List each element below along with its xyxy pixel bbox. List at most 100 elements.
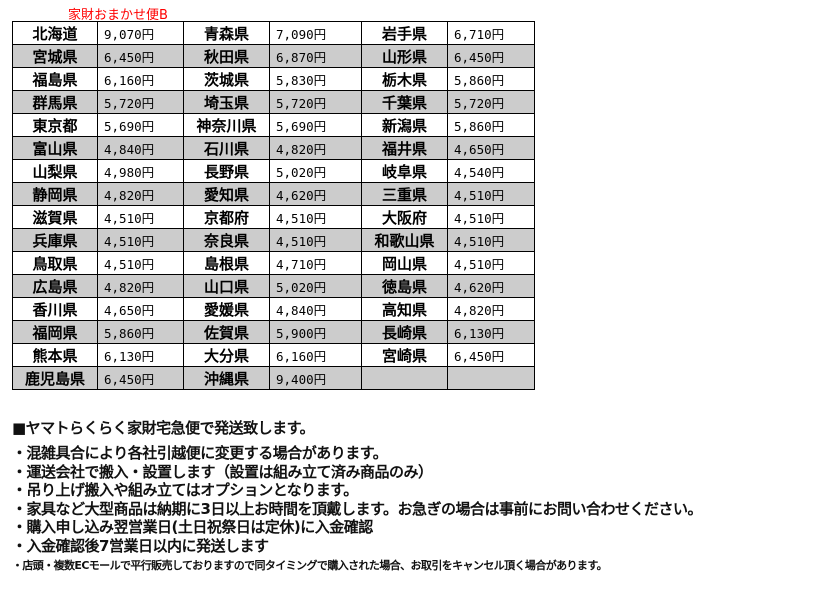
bullet-item: ・運送会社で搬入・設置します（設置は組み立て済み商品のみ）: [12, 462, 433, 481]
price-cell: 4,510円: [447, 251, 535, 275]
prefecture-cell: 埼玉県: [183, 90, 270, 114]
price-cell: 4,510円: [269, 205, 362, 229]
price-cell: 6,450円: [97, 44, 184, 68]
price-cell: 4,710円: [269, 251, 362, 275]
price-cell: 4,510円: [97, 251, 184, 275]
price-cell: 4,510円: [447, 228, 535, 252]
price-cell: 4,510円: [97, 228, 184, 252]
prefecture-cell: 長野県: [183, 159, 270, 183]
price-cell: 6,710円: [447, 21, 535, 45]
price-cell: 4,820円: [447, 297, 535, 321]
table-row: 静岡県 4,820円 愛知県 4,620円 三重県 4,510円: [12, 182, 535, 206]
table-row: 宮城県 6,450円 秋田県 6,870円 山形県 6,450円: [12, 44, 535, 68]
prefecture-cell: 広島県: [12, 274, 98, 298]
prefecture-cell: 和歌山県: [361, 228, 448, 252]
table-row: 群馬県 5,720円 埼玉県 5,720円 千葉県 5,720円: [12, 90, 535, 114]
price-cell: 9,400円: [269, 366, 362, 390]
price-cell: 6,130円: [447, 320, 535, 344]
table-row: 富山県 4,840円 石川県 4,820円 福井県 4,650円: [12, 136, 535, 160]
prefecture-cell: 千葉県: [361, 90, 448, 114]
price-cell: 4,510円: [97, 205, 184, 229]
table-row: 東京都 5,690円 神奈川県 5,690円 新潟県 5,860円: [12, 113, 535, 137]
table-row: 広島県 4,820円 山口県 5,020円 徳島県 4,620円: [12, 274, 535, 298]
table-row: 熊本県 6,130円 大分県 6,160円 宮崎県 6,450円: [12, 343, 535, 367]
prefecture-cell: 石川県: [183, 136, 270, 160]
prefecture-cell: [361, 366, 448, 390]
price-cell: 5,720円: [447, 90, 535, 114]
price-cell: 9,070円: [97, 21, 184, 45]
price-cell: 4,620円: [269, 182, 362, 206]
table-row: 滋賀県 4,510円 京都府 4,510円 大阪府 4,510円: [12, 205, 535, 229]
prefecture-cell: 富山県: [12, 136, 98, 160]
prefecture-cell: 佐賀県: [183, 320, 270, 344]
price-cell: 5,690円: [269, 113, 362, 137]
bullet-item: ・入金確認後7営業日以内に発送します: [12, 537, 269, 555]
prefecture-cell: 島根県: [183, 251, 270, 275]
prefecture-cell: 鳥取県: [12, 251, 98, 275]
price-cell: 5,020円: [269, 274, 362, 298]
prefecture-cell: 静岡県: [12, 182, 98, 206]
prefecture-cell: 秋田県: [183, 44, 270, 68]
price-cell: 4,510円: [269, 228, 362, 252]
price-cell: 5,900円: [269, 320, 362, 344]
prefecture-cell: 岐阜県: [361, 159, 448, 183]
prefecture-cell: 群馬県: [12, 90, 98, 114]
table-row: 兵庫県 4,510円 奈良県 4,510円 和歌山県 4,510円: [12, 228, 535, 252]
bullet-item: ・購入申し込み翌営業日(土日祝祭日は定休)に入金確認: [12, 518, 373, 537]
bullet-item: ・吊り上げ搬入や組み立てはオプションとなります。: [12, 481, 358, 500]
table-caption: 家財おまかせ便B: [68, 8, 168, 23]
price-cell: 6,160円: [97, 67, 184, 91]
price-cell: 5,830円: [269, 67, 362, 91]
price-cell: 4,820円: [97, 182, 184, 206]
price-cell: 4,650円: [97, 297, 184, 321]
prefecture-cell: 奈良県: [183, 228, 270, 252]
table-row: 福岡県 5,860円 佐賀県 5,900円 長崎県 6,130円: [12, 320, 535, 344]
prefecture-cell: 滋賀県: [12, 205, 98, 229]
prefecture-cell: 福島県: [12, 67, 98, 91]
table-row: 鹿児島県 6,450円 沖縄県 9,400円: [12, 366, 535, 390]
price-cell: 4,620円: [447, 274, 535, 298]
price-cell: 5,720円: [97, 90, 184, 114]
price-cell: 5,860円: [97, 320, 184, 344]
prefecture-cell: 山口県: [183, 274, 270, 298]
price-cell: 4,510円: [447, 182, 535, 206]
price-cell: 4,540円: [447, 159, 535, 183]
bullet-item: ・家具など大型商品は納期に3日以上お時間を頂戴します。お急ぎの場合は事前にお問い…: [12, 499, 702, 518]
bullet-item: ・混雑具合により各社引越便に変更する場合があります。: [12, 444, 388, 462]
price-cell: 6,160円: [269, 343, 362, 367]
prefecture-cell: 愛知県: [183, 182, 270, 206]
price-cell: 4,980円: [97, 159, 184, 183]
prefecture-cell: 茨城県: [183, 67, 270, 91]
shipping-heading: ■ヤマトらくらく家財宅急便で発送致します。: [12, 419, 315, 437]
price-cell: 4,820円: [97, 274, 184, 298]
prefecture-cell: 山形県: [361, 44, 448, 68]
prefecture-cell: 三重県: [361, 182, 448, 206]
prefecture-cell: 鹿児島県: [12, 366, 98, 390]
prefecture-cell: 北海道: [12, 21, 98, 45]
prefecture-cell: 宮城県: [12, 44, 98, 68]
prefecture-cell: 山梨県: [12, 159, 98, 183]
prefecture-cell: 大阪府: [361, 205, 448, 229]
price-cell: 6,450円: [447, 343, 535, 367]
prefecture-cell: 宮崎県: [361, 343, 448, 367]
prefecture-cell: 岡山県: [361, 251, 448, 275]
prefecture-cell: 兵庫県: [12, 228, 98, 252]
price-cell: 6,450円: [97, 366, 184, 390]
prefecture-cell: 香川県: [12, 297, 98, 321]
prefecture-cell: 大分県: [183, 343, 270, 367]
prefecture-cell: 長崎県: [361, 320, 448, 344]
prefecture-cell: 愛媛県: [183, 297, 270, 321]
price-cell: 6,870円: [269, 44, 362, 68]
shipping-rate-table: 北海道 9,070円 青森県 7,090円 岩手県 6,710円 宮城県 6,450円 秋田県 6…: [12, 21, 535, 390]
footnote: ・店頭・複数ECモールで平行販売しておりますので同タイミングで購入された場合、お…: [12, 559, 608, 572]
prefecture-cell: 京都府: [183, 205, 270, 229]
prefecture-cell: 東京都: [12, 113, 98, 137]
table-row: 香川県 4,650円 愛媛県 4,840円 高知県 4,820円: [12, 297, 535, 321]
table-row: 北海道 9,070円 青森県 7,090円 岩手県 6,710円: [12, 21, 535, 45]
prefecture-cell: 神奈川県: [183, 113, 270, 137]
price-cell: 4,650円: [447, 136, 535, 160]
prefecture-cell: 福井県: [361, 136, 448, 160]
price-cell: 6,130円: [97, 343, 184, 367]
price-cell: 6,450円: [447, 44, 535, 68]
price-cell: 4,840円: [269, 297, 362, 321]
